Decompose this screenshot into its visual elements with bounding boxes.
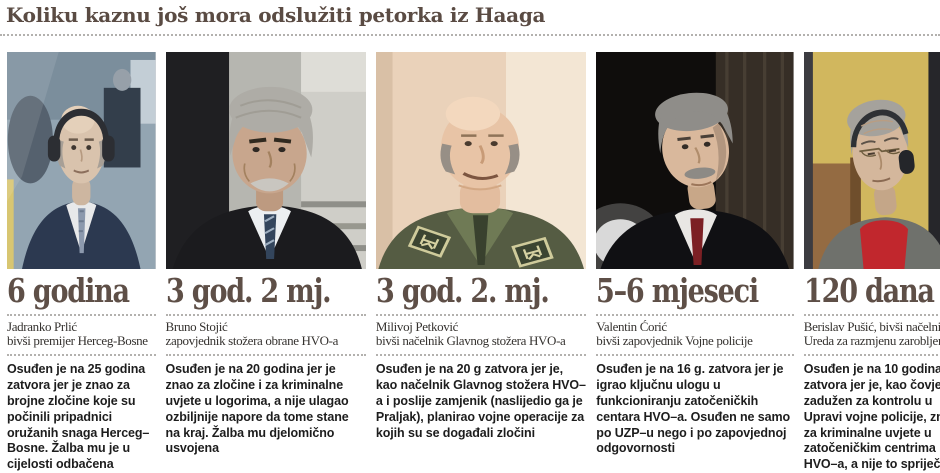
sentence-remaining: 5–6 mjeseci — [596, 271, 759, 310]
person-name: Bruno Stojić — [165, 318, 228, 334]
person-description: Osuđen je na 20 g zatvora jer je, kao na… — [375, 362, 586, 440]
courtroom-portrait-illustration — [7, 52, 156, 269]
people-columns: 6 godina Jadranko Prlić bivši premijer H… — [0, 52, 940, 473]
photo-valentin-coric — [596, 52, 794, 269]
column-bruno-stojic: 3 god. 2 mj. Bruno Stojić zapovjednik st… — [165, 52, 366, 473]
photo-berislav-pusic — [803, 52, 940, 269]
person-role: Ureda za razmjenu zarobljenika — [803, 333, 940, 349]
page-title: Koliku kaznu još mora odslužiti petorka … — [6, 3, 546, 27]
person-description: Osuđen je na 20 godina jer je znao za zl… — [165, 362, 349, 456]
person-role: bivši premijer Herceg-Bosne — [7, 333, 148, 349]
divider — [7, 354, 156, 357]
divider — [165, 354, 366, 357]
divider — [375, 313, 587, 316]
photo-bruno-stojic — [165, 52, 366, 269]
divider — [596, 354, 794, 357]
sentence-remaining: 3 god. 2. mj. — [375, 271, 550, 310]
divider — [803, 354, 940, 357]
sentence-remaining: 6 godina — [7, 271, 130, 310]
night-portrait-illustration — [596, 52, 794, 269]
column-berislav-pusic: 120 dana Berislav Pušić, bivši načelnik … — [803, 52, 940, 473]
person-description: Osuđen je na 25 godina zatvora jer je zn… — [7, 362, 150, 472]
military-uniform-portrait-illustration — [375, 52, 587, 269]
person-name: Berislav Pušić, bivši načelnik — [803, 318, 940, 334]
column-jadranko-prlic: 6 godina Jadranko Prlić bivši premijer H… — [7, 52, 156, 473]
person-name: Milivoj Petković — [375, 318, 459, 334]
newspaper-infographic: { "header": { "title": "Koliku kaznu još… — [0, 3, 940, 472]
person-name: Valentin Ćorić — [596, 318, 667, 334]
street-portrait-illustration — [165, 52, 366, 269]
divider — [375, 354, 587, 357]
photo-milivoj-petkovic — [375, 52, 587, 269]
person-name: Jadranko Prlić — [7, 318, 77, 334]
sentence-remaining: 120 dana — [803, 271, 935, 310]
sentence-remaining: 3 god. 2 mj. — [165, 271, 332, 310]
person-role: bivši zapovjednik Vojne policije — [596, 333, 753, 349]
divider — [596, 313, 794, 316]
column-milivoj-petkovic: 3 god. 2. mj. Milivoj Petković bivši nač… — [375, 52, 587, 473]
divider — [165, 313, 366, 316]
courtroom-bench-portrait-illustration — [803, 52, 940, 269]
divider — [7, 313, 156, 316]
photo-jadranko-prlic — [7, 52, 156, 269]
divider — [803, 313, 940, 316]
person-role: bivši načelnik Glavnog stožera HVO-a — [375, 333, 566, 349]
person-description: Osuđen je na 16 g. zatvora jer je igrao … — [596, 362, 790, 456]
header-divider — [0, 34, 940, 36]
person-description: Osuđen je na 10 godina zatvora jer je, k… — [803, 362, 940, 472]
column-valentin-coric: 5–6 mjeseci Valentin Ćorić bivši zapovje… — [596, 52, 794, 473]
person-role: zapovjednik stožera obrane HVO-a — [165, 333, 339, 349]
